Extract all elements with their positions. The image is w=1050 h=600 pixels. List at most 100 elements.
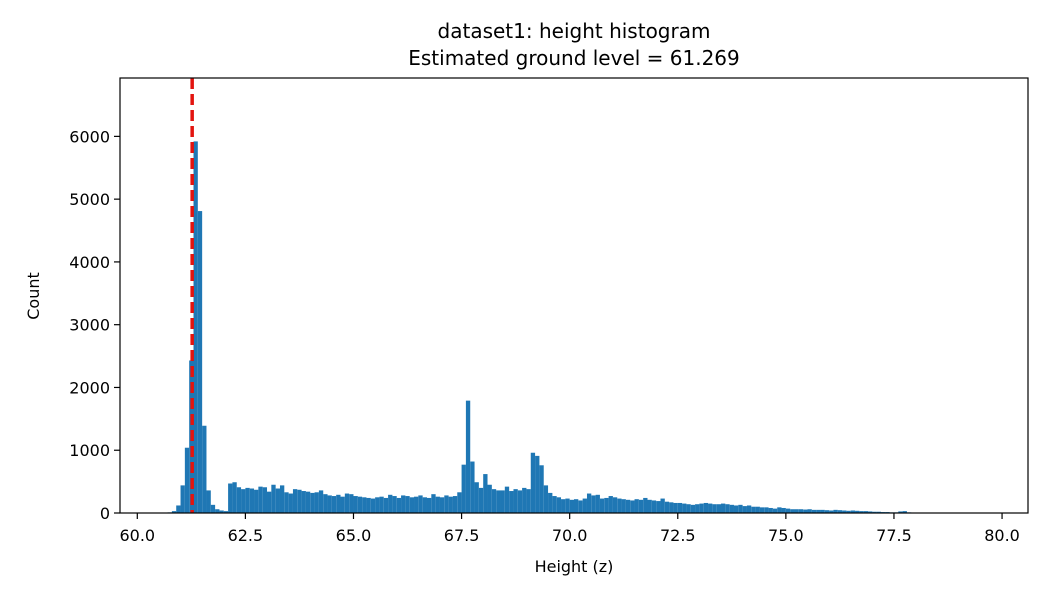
histogram-bar	[487, 484, 492, 513]
histogram-bar	[703, 502, 709, 513]
histogram-bar	[656, 501, 661, 513]
histogram-bar	[742, 506, 747, 513]
histogram-bar	[327, 495, 332, 513]
histogram-bar	[513, 489, 518, 513]
histogram-bar	[699, 503, 704, 513]
histogram-bar	[820, 509, 825, 513]
x-axis-label: Height (z)	[535, 557, 614, 576]
histogram-bar	[241, 489, 246, 513]
histogram-bar	[288, 493, 293, 513]
histogram-bar	[604, 497, 609, 513]
histogram-bar	[301, 491, 306, 513]
histogram-bar	[690, 504, 696, 513]
histogram-bar	[729, 504, 734, 513]
histogram-bar	[608, 496, 613, 513]
histogram-bar	[539, 465, 544, 513]
histogram-bar	[470, 461, 475, 513]
histogram-bar	[798, 509, 804, 513]
histogram-bar	[902, 511, 907, 513]
histogram-bar	[794, 509, 799, 513]
histogram-bar	[530, 452, 536, 513]
x-axis: 60.0 62.5 65.0 67.5 70.0 72.5 75.0 77.5 80.0	[119, 513, 1020, 545]
histogram-bar	[721, 503, 726, 513]
histogram-bar	[625, 499, 631, 513]
histogram-bar	[630, 500, 635, 513]
y-tick-label: 5000	[69, 190, 110, 209]
y-axis-label: Count	[24, 272, 43, 320]
histogram-bar	[422, 497, 427, 513]
histogram-bar	[591, 495, 596, 513]
histogram-bar	[509, 491, 514, 513]
chart-title: dataset1: height histogram	[438, 19, 711, 43]
histogram-bar	[876, 511, 881, 513]
histogram-bar	[461, 464, 466, 513]
histogram-bar	[712, 504, 717, 513]
histogram-bar	[353, 496, 358, 513]
histogram-bar	[232, 482, 237, 513]
histogram-bar	[708, 503, 713, 513]
histogram-bar	[176, 505, 181, 513]
histogram-bar	[292, 489, 298, 513]
histogram-bar	[582, 498, 587, 513]
histogram-bar	[816, 509, 821, 513]
histogram-bar	[535, 455, 540, 513]
histogram-bar	[457, 492, 462, 513]
histogram-bar	[228, 483, 233, 513]
histogram-bar	[785, 508, 791, 513]
histogram-bar	[777, 507, 782, 513]
x-tick-label: 75.0	[768, 526, 804, 545]
y-tick-label: 3000	[69, 316, 110, 335]
histogram-bar	[267, 491, 272, 513]
histogram-bar	[526, 489, 531, 513]
histogram-bar	[362, 497, 367, 513]
histogram-bar	[850, 510, 856, 513]
histogram-bar	[284, 492, 289, 513]
histogram-bar	[193, 141, 198, 513]
histogram-bar	[504, 486, 510, 513]
histogram-bar	[634, 499, 639, 513]
histogram-bar	[612, 497, 618, 513]
y-axis: 0 1000 2000 3000 4000 5000 6000	[69, 127, 120, 523]
histogram-bar	[543, 485, 549, 513]
histogram-bar	[219, 510, 224, 513]
histogram-bar	[418, 495, 423, 513]
y-tick-label: 4000	[69, 253, 110, 272]
histogram-bar	[478, 487, 484, 513]
histogram-bar	[431, 494, 436, 513]
histogram-bar	[695, 504, 700, 513]
histogram-bar	[759, 507, 765, 513]
histogram-bar	[310, 492, 315, 513]
histogram-bar	[370, 498, 376, 513]
histogram-bar	[686, 504, 691, 513]
histogram-bar	[184, 447, 190, 513]
x-tick-label: 67.5	[444, 526, 480, 545]
histogram-bar	[638, 499, 644, 513]
histogram-bar	[751, 506, 756, 513]
histogram-bar	[829, 510, 834, 513]
histogram-bar	[548, 492, 553, 513]
histogram-bar	[556, 497, 562, 513]
histogram-bar	[824, 510, 830, 513]
histogram-bar	[811, 509, 817, 513]
histogram-bar	[565, 498, 570, 513]
histogram-bar	[401, 495, 406, 513]
histogram-bar	[500, 490, 505, 513]
histogram-bar	[574, 499, 579, 513]
histogram-bar	[223, 511, 229, 513]
histogram-bar	[262, 487, 268, 513]
histogram-bar	[643, 497, 648, 513]
histogram-bar	[388, 494, 393, 513]
histogram-bar	[314, 492, 319, 513]
histogram-bar	[664, 501, 670, 513]
histogram-bar	[215, 509, 220, 513]
y-tick-label: 2000	[69, 378, 110, 397]
histogram-bar	[331, 496, 337, 513]
histogram-bar	[898, 511, 903, 513]
chart-subtitle: Estimated ground level = 61.269	[408, 46, 740, 70]
histogram-bar	[673, 502, 678, 513]
histogram-bar	[746, 505, 752, 513]
x-tick-label: 72.5	[660, 526, 696, 545]
histogram-bar	[496, 490, 501, 513]
histogram-bar	[586, 493, 592, 513]
